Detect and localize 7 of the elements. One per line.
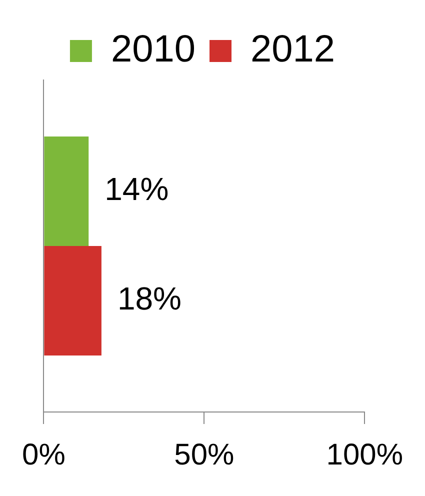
legend-label: 2010 [110, 28, 196, 70]
x-tick-label: 50% [174, 438, 234, 472]
data-label: 18% [117, 280, 182, 317]
data-label: 14% [104, 171, 169, 208]
x-tick-label: 100% [326, 438, 404, 472]
x-tick-label: 0% [22, 438, 66, 472]
legend-label: 2012 [250, 28, 336, 70]
